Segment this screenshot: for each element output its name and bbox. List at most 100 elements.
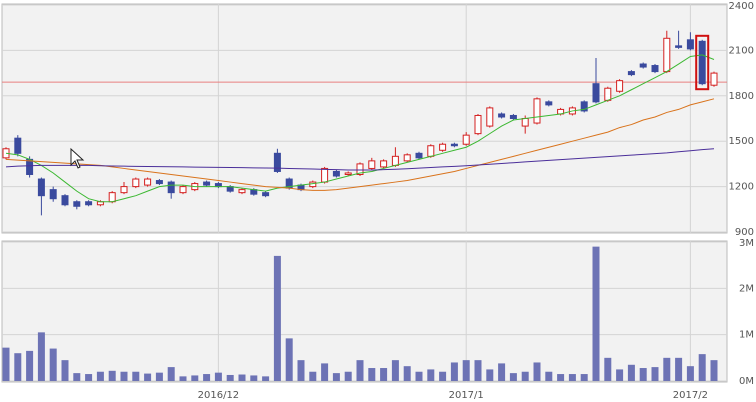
candle-body (462, 134, 470, 145)
candle-body (403, 154, 411, 162)
candle-body (627, 71, 635, 76)
volume-bar (297, 360, 305, 381)
volume-bar (557, 374, 565, 381)
volume-bar (332, 373, 340, 381)
x-tick-label: 2017/2 (673, 390, 708, 401)
candle-body (167, 181, 175, 194)
volume-bar (616, 369, 624, 381)
candle-body (179, 186, 187, 194)
candle-body (108, 192, 116, 203)
volume-bar (61, 360, 69, 381)
volume-bar (651, 367, 659, 381)
volume-bar (85, 374, 93, 381)
volume-bar (37, 332, 45, 381)
volume-bar (498, 363, 506, 381)
candle-body (262, 192, 270, 197)
candle-body (415, 152, 423, 159)
volume-bar (545, 371, 553, 381)
candle-body (144, 178, 152, 186)
moving-average-line (5, 148, 715, 171)
y-tick-label: 2100 (729, 45, 754, 56)
volume-bar (273, 255, 281, 381)
volume-bar (49, 348, 57, 381)
volume-bar (238, 374, 246, 381)
y-tick-label: 0M (739, 376, 754, 387)
volume-bar (356, 360, 364, 381)
volume-bar (368, 368, 376, 381)
candle-body (61, 195, 69, 206)
volume-panel (1, 240, 728, 383)
volume-bar (486, 369, 494, 381)
candle-body (486, 107, 494, 127)
volume-bar (474, 360, 482, 381)
candle-body (616, 80, 624, 92)
mouse-cursor (70, 147, 85, 169)
volume-bar (250, 375, 258, 381)
candle-body (155, 180, 163, 185)
volume-bar (226, 374, 234, 381)
candle-body (427, 145, 435, 157)
y-tick-label: 1M (739, 330, 754, 341)
volume-bar (2, 347, 10, 381)
volume-bar (191, 375, 199, 381)
candle-body (73, 201, 81, 207)
candle-body (120, 186, 128, 194)
candle-body (380, 160, 388, 168)
candle-body (450, 143, 458, 147)
volume-bar (309, 371, 317, 381)
volume-bar (167, 367, 175, 381)
y-tick-label: 1800 (729, 91, 754, 102)
volume-bar (26, 350, 34, 381)
candle-body (675, 45, 683, 48)
volume-bar (380, 368, 388, 381)
volume-bar (592, 246, 600, 381)
volume-bar (415, 371, 423, 381)
candle-body (545, 101, 553, 106)
volume-bar (450, 362, 458, 381)
volume-bar (155, 372, 163, 381)
candle-body (533, 98, 541, 124)
volume-bar (285, 338, 293, 381)
candle-body (321, 167, 329, 183)
candle-body (710, 72, 718, 86)
volume-bar (203, 374, 211, 381)
volume-bar (639, 368, 647, 381)
volume-bar (214, 372, 222, 381)
y-tick-label: 2M (739, 283, 754, 294)
moving-average-line (5, 54, 715, 203)
candle-body (203, 181, 211, 186)
candle-body (651, 65, 659, 73)
moving-average-line (5, 98, 715, 191)
volume-bar (627, 364, 635, 381)
volume-bar (462, 360, 470, 381)
volume-bar (120, 371, 128, 381)
volume-bar (580, 374, 588, 381)
volume-bar (262, 376, 270, 381)
volume-bar (675, 357, 683, 381)
candle-body (698, 40, 706, 85)
volume-bar (663, 357, 671, 381)
volume-bar (427, 369, 435, 381)
y-tick-label: 1200 (729, 182, 754, 193)
candle-body (332, 170, 340, 177)
volume-bar (604, 357, 612, 381)
candle-body (85, 201, 93, 206)
candle-body (14, 137, 22, 154)
volume-bar (710, 360, 718, 381)
x-tick-label: 2017/1 (449, 390, 484, 401)
candle-body (132, 178, 140, 188)
volume-bar (179, 376, 187, 381)
volume-bar (509, 373, 517, 381)
volume-bar (108, 370, 116, 381)
volume-bar (521, 371, 529, 381)
candle-body (368, 160, 376, 169)
candle-body (356, 163, 364, 175)
volume-bar (568, 374, 576, 381)
volume-bar (14, 353, 22, 381)
y-tick-label: 2400 (729, 1, 754, 12)
candle-body (474, 114, 482, 135)
volume-bar (686, 366, 694, 381)
